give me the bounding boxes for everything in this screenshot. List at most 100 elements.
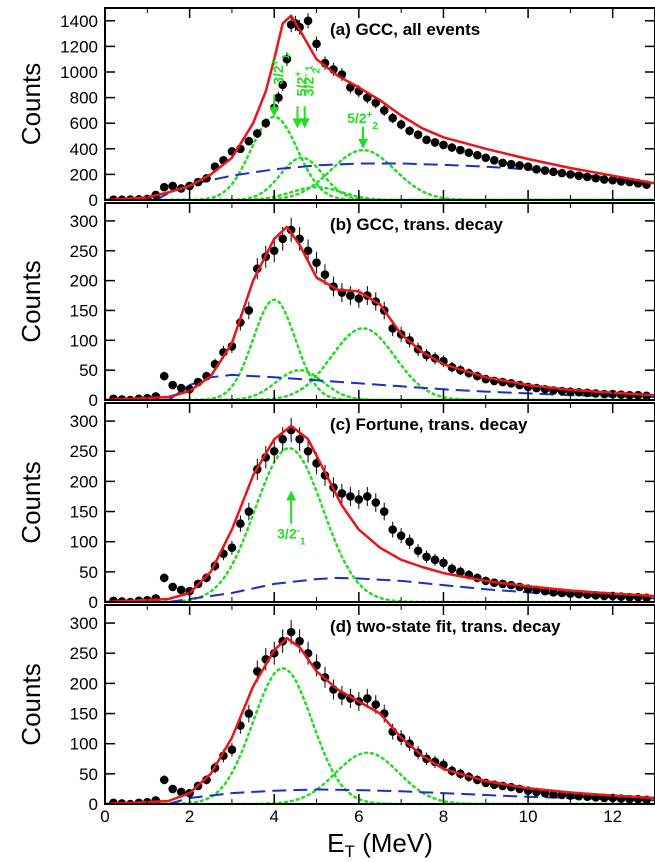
annotation-label-sup: + [293,71,304,77]
data-marker [253,129,262,138]
annotation-label: 3/2-1 [277,525,306,547]
panel-title: (a) GCC, all events [330,20,480,39]
data-marker [439,140,448,150]
y-tick-label: 250 [70,242,98,261]
data-marker [557,168,567,178]
data-marker [159,371,169,381]
arrow-head [299,118,310,129]
data-point [176,787,186,797]
data-marker [549,167,558,177]
annotation-label-sup: + [367,109,373,120]
data-marker [320,270,330,279]
fit-curve [105,14,655,200]
y-tick-label: 100 [70,331,98,350]
panel-title: (d) two-state fit, trans. decay [330,617,561,636]
data-point [363,688,372,709]
data-point [176,383,186,393]
y-tick-label: 100 [70,735,98,754]
data-marker [168,784,177,794]
plot-area-0 [105,13,655,200]
panel-frame [104,7,655,201]
data-marker [269,446,279,456]
data-marker [244,306,254,315]
y-tick-label: 200 [70,472,98,491]
data-point [282,52,292,66]
y-tick-label: 50 [79,563,98,582]
data-marker [405,537,414,546]
data-point [566,170,575,179]
data-point [388,521,397,538]
data-marker [396,120,406,129]
data-point [159,182,169,192]
y-tick-label: 0 [89,391,98,410]
data-point [396,119,406,130]
data-marker [278,80,287,90]
data-point [439,140,448,150]
x-axis-title-main: E [327,828,344,858]
data-marker [244,136,254,146]
data-marker [447,143,457,152]
arrow-head [269,106,280,117]
y-tick-label: 300 [70,412,98,431]
data-marker [346,492,355,501]
component-curve-2 [105,327,655,400]
data-marker [176,383,186,393]
data-marker [625,390,634,400]
data-marker [422,552,431,562]
data-marker [168,380,177,390]
data-marker [489,156,499,165]
data-marker [312,258,321,267]
y-tick-label: 0 [89,191,98,210]
data-marker [282,54,292,64]
y-tick-label: 1200 [60,37,98,56]
data-point [540,166,550,175]
data-point [159,775,169,785]
data-marker [456,145,465,155]
data-point [379,502,389,521]
data-point [354,490,364,509]
y-tick-label: 300 [70,212,98,231]
data-marker [337,489,347,498]
data-marker [371,98,381,108]
component-curve-1 [105,156,655,200]
data-marker [456,567,465,577]
fit-curve [105,636,655,804]
y-tick-label: 250 [70,644,98,663]
data-marker [405,126,414,136]
data-point [227,540,237,555]
data-marker [583,172,592,182]
data-point [312,36,321,51]
annotation-label: 3/2+1 [270,53,292,84]
data-point [506,159,516,169]
data-marker [278,434,287,444]
data-marker [413,546,423,556]
data-point [363,486,372,507]
data-point [303,439,313,463]
data-marker [227,543,237,553]
data-point [227,742,237,757]
data-marker [591,173,601,183]
y-tick-label: 250 [70,442,98,461]
background-curve [168,576,655,602]
data-marker [354,294,364,303]
data-marker [202,573,211,583]
data-marker [303,16,313,26]
data-point [168,582,177,592]
x-tick-label-1: 2 [185,807,194,826]
data-point [346,486,355,507]
data-marker [159,775,169,785]
data-point [608,175,617,185]
data-marker [176,585,186,595]
x-axis-title-sub: T [344,842,354,861]
panel-3: 0 50 100 150 200 250 300 Counts (d) two-state fi… [16,604,655,814]
y-tick-label: 150 [70,301,98,320]
panel-2: 0 50 100 150 200 250 300 Counts (c) Fortune, tra… [16,402,655,612]
component-curve-0 [105,667,655,804]
data-marker [379,106,389,115]
annotation-0: 3/2+1 [269,53,292,117]
data-marker [540,166,550,175]
data-point [405,534,414,549]
data-point [312,251,321,274]
y-tick-label: 600 [70,114,98,133]
data-point [430,138,440,147]
